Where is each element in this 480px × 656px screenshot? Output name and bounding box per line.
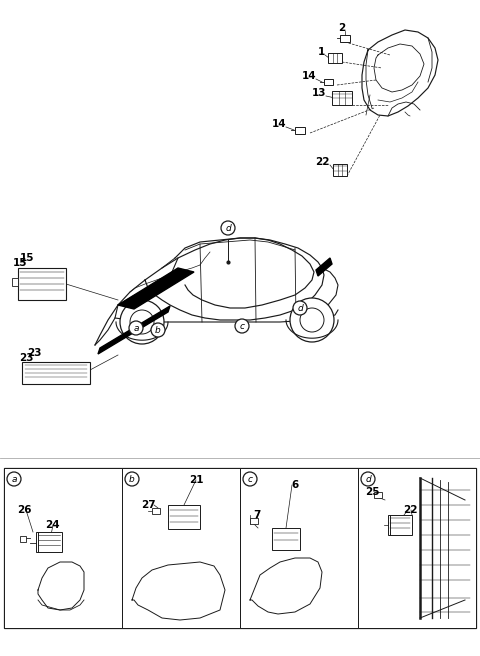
Text: 24: 24 xyxy=(45,520,60,530)
Bar xyxy=(295,127,305,134)
Circle shape xyxy=(300,308,324,332)
Text: 22: 22 xyxy=(315,157,330,167)
Text: c: c xyxy=(240,322,244,331)
Bar xyxy=(4,468,476,628)
Polygon shape xyxy=(98,306,170,354)
Text: 21: 21 xyxy=(189,475,203,485)
Text: 25: 25 xyxy=(365,487,379,497)
Text: b: b xyxy=(129,475,135,484)
Text: d: d xyxy=(297,304,303,313)
Text: d: d xyxy=(225,224,231,233)
Circle shape xyxy=(290,298,334,342)
Bar xyxy=(12,278,18,286)
Text: 15: 15 xyxy=(20,253,34,263)
Bar xyxy=(168,505,200,529)
Circle shape xyxy=(120,300,164,344)
Polygon shape xyxy=(316,258,332,276)
Bar xyxy=(122,468,240,628)
Text: 14: 14 xyxy=(271,119,286,129)
Text: 14: 14 xyxy=(301,71,316,81)
Text: 22: 22 xyxy=(403,505,417,515)
Bar xyxy=(4,468,122,628)
Text: 23: 23 xyxy=(27,348,41,358)
Circle shape xyxy=(221,221,235,235)
Circle shape xyxy=(243,472,257,486)
Bar xyxy=(20,536,26,542)
Bar xyxy=(324,79,333,85)
Text: 15: 15 xyxy=(12,258,27,268)
Circle shape xyxy=(151,323,165,337)
Circle shape xyxy=(125,472,139,486)
Text: d: d xyxy=(365,475,371,484)
Circle shape xyxy=(129,321,143,335)
Text: c: c xyxy=(248,475,252,484)
Text: a: a xyxy=(133,324,139,333)
Bar xyxy=(340,35,350,41)
Circle shape xyxy=(130,310,154,334)
Bar xyxy=(374,492,382,498)
Bar xyxy=(388,515,412,535)
Circle shape xyxy=(293,301,307,315)
Text: 6: 6 xyxy=(291,480,299,490)
Text: 1: 1 xyxy=(318,47,325,57)
Text: 2: 2 xyxy=(338,23,345,33)
Bar xyxy=(250,518,258,524)
Text: 26: 26 xyxy=(17,505,31,515)
Text: 7: 7 xyxy=(253,510,261,520)
Bar xyxy=(358,468,476,628)
Text: 13: 13 xyxy=(312,88,326,98)
Bar xyxy=(36,532,62,552)
Bar xyxy=(328,53,342,63)
Circle shape xyxy=(235,319,249,333)
Circle shape xyxy=(7,472,21,486)
Circle shape xyxy=(361,472,375,486)
Bar xyxy=(272,528,300,550)
Bar xyxy=(22,362,90,384)
Bar xyxy=(152,508,160,514)
Text: 27: 27 xyxy=(141,500,156,510)
Polygon shape xyxy=(118,268,194,309)
Text: 23: 23 xyxy=(20,353,34,363)
Bar xyxy=(332,91,352,105)
Text: a: a xyxy=(11,475,17,484)
Bar xyxy=(333,164,347,176)
Text: b: b xyxy=(155,326,161,335)
Bar xyxy=(18,268,66,300)
Bar xyxy=(240,468,358,628)
